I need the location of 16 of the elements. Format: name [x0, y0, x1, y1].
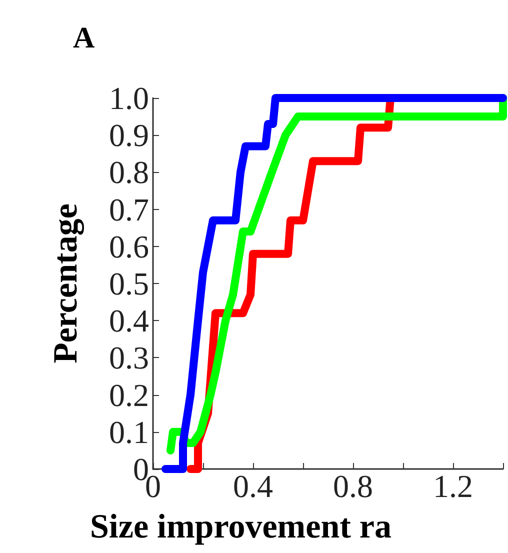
- x-axis-title: Size improvement ra: [90, 508, 392, 546]
- y-tick-label: 0.9: [109, 117, 149, 154]
- y-tick-label: 0.5: [109, 266, 149, 302]
- y-tick-label: 0.3: [109, 340, 149, 376]
- x-tick-label: 0.8: [333, 468, 373, 504]
- y-tick-label: 0.7: [109, 191, 149, 228]
- y-tick-label: 1.0: [109, 80, 149, 116]
- y-tick-label: 0.1: [109, 414, 149, 450]
- text: A: [73, 22, 95, 54]
- y-tick-label: 0.8: [109, 154, 149, 190]
- x-tick-label: 0.4: [233, 468, 273, 504]
- x-tick-label: 1.2: [433, 468, 473, 504]
- y-axis-title: Percentage: [48, 204, 84, 364]
- y-tick-label: 0.6: [109, 228, 149, 264]
- y-tick-label: 0.2: [109, 376, 149, 413]
- y-tick-label: 0.4: [109, 302, 149, 339]
